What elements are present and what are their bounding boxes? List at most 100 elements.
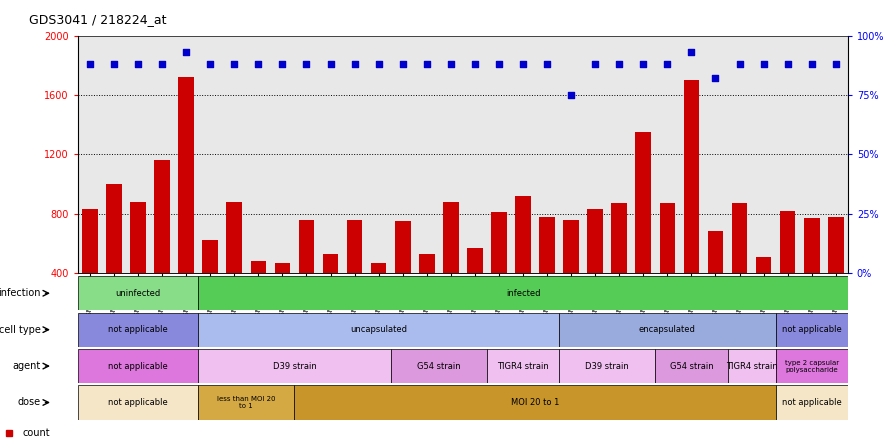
Bar: [179, 77, 194, 333]
Bar: [419, 254, 435, 333]
Point: [540, 60, 554, 67]
Point: [804, 60, 819, 67]
Bar: [347, 220, 362, 333]
Point: [733, 60, 747, 67]
Text: not applicable: not applicable: [108, 361, 168, 371]
Text: not applicable: not applicable: [781, 398, 842, 407]
Text: G54 strain: G54 strain: [417, 361, 460, 371]
Bar: [106, 184, 122, 333]
Bar: [78, 313, 198, 347]
Text: uncapsulated: uncapsulated: [350, 325, 407, 334]
Point: [155, 60, 169, 67]
Bar: [515, 196, 531, 333]
Bar: [371, 263, 387, 333]
Bar: [564, 220, 579, 333]
Bar: [203, 240, 218, 333]
Bar: [227, 202, 242, 333]
Point: [131, 60, 145, 67]
Bar: [708, 231, 723, 333]
Text: count: count: [22, 428, 50, 438]
Text: TIGR4 strain: TIGR4 strain: [497, 361, 549, 371]
Bar: [588, 209, 603, 333]
Point: [204, 60, 218, 67]
Text: uninfected: uninfected: [115, 289, 161, 298]
Bar: [467, 248, 482, 333]
Bar: [82, 209, 97, 333]
Point: [443, 60, 458, 67]
Point: [83, 60, 97, 67]
Bar: [804, 218, 820, 333]
Text: encapsulated: encapsulated: [639, 325, 696, 334]
Point: [708, 75, 722, 82]
Text: G54 strain: G54 strain: [670, 361, 713, 371]
Text: GDS3041 / 218224_at: GDS3041 / 218224_at: [29, 13, 166, 26]
Text: MOI 20 to 1: MOI 20 to 1: [511, 398, 559, 407]
Bar: [775, 385, 848, 420]
Point: [348, 60, 362, 67]
Point: [251, 60, 266, 67]
Point: [492, 60, 506, 67]
Bar: [130, 202, 146, 333]
Bar: [250, 261, 266, 333]
Bar: [390, 349, 487, 383]
Bar: [732, 203, 747, 333]
Bar: [198, 313, 559, 347]
Bar: [298, 220, 314, 333]
Point: [275, 60, 289, 67]
Bar: [154, 160, 170, 333]
Bar: [655, 349, 727, 383]
Text: D39 strain: D39 strain: [585, 361, 629, 371]
Point: [179, 48, 193, 56]
Bar: [274, 263, 290, 333]
Point: [636, 60, 650, 67]
Point: [660, 60, 674, 67]
Point: [589, 60, 603, 67]
Bar: [78, 349, 198, 383]
Point: [564, 91, 578, 99]
Point: [323, 60, 337, 67]
Bar: [198, 349, 390, 383]
Bar: [683, 80, 699, 333]
Bar: [756, 257, 772, 333]
Bar: [828, 217, 843, 333]
Bar: [295, 385, 775, 420]
Text: not applicable: not applicable: [108, 398, 168, 407]
Text: cell type: cell type: [0, 325, 41, 335]
Bar: [559, 313, 775, 347]
Point: [299, 60, 313, 67]
Bar: [612, 203, 627, 333]
Bar: [491, 212, 507, 333]
Point: [227, 60, 242, 67]
Bar: [559, 349, 655, 383]
Bar: [323, 254, 338, 333]
Bar: [727, 349, 775, 383]
Point: [828, 60, 843, 67]
Text: dose: dose: [18, 397, 41, 408]
Bar: [198, 385, 295, 420]
Text: less than MOI 20
to 1: less than MOI 20 to 1: [217, 396, 275, 409]
Bar: [659, 203, 675, 333]
Bar: [635, 132, 651, 333]
Bar: [487, 349, 559, 383]
Point: [516, 60, 530, 67]
Point: [396, 60, 410, 67]
Point: [684, 48, 698, 56]
Bar: [775, 349, 848, 383]
Bar: [395, 221, 411, 333]
Bar: [78, 385, 198, 420]
Text: agent: agent: [12, 361, 41, 371]
Point: [107, 60, 121, 67]
Point: [468, 60, 482, 67]
Text: D39 strain: D39 strain: [273, 361, 316, 371]
Point: [781, 60, 795, 67]
Bar: [539, 217, 555, 333]
Text: type 2 capsular
polysaccharide: type 2 capsular polysaccharide: [785, 360, 839, 373]
Point: [419, 60, 434, 67]
Point: [757, 60, 771, 67]
Bar: [78, 276, 198, 310]
Bar: [775, 313, 848, 347]
Point: [372, 60, 386, 67]
Text: infection: infection: [0, 288, 41, 298]
Point: [612, 60, 627, 67]
Text: TIGR4 strain: TIGR4 strain: [726, 361, 777, 371]
